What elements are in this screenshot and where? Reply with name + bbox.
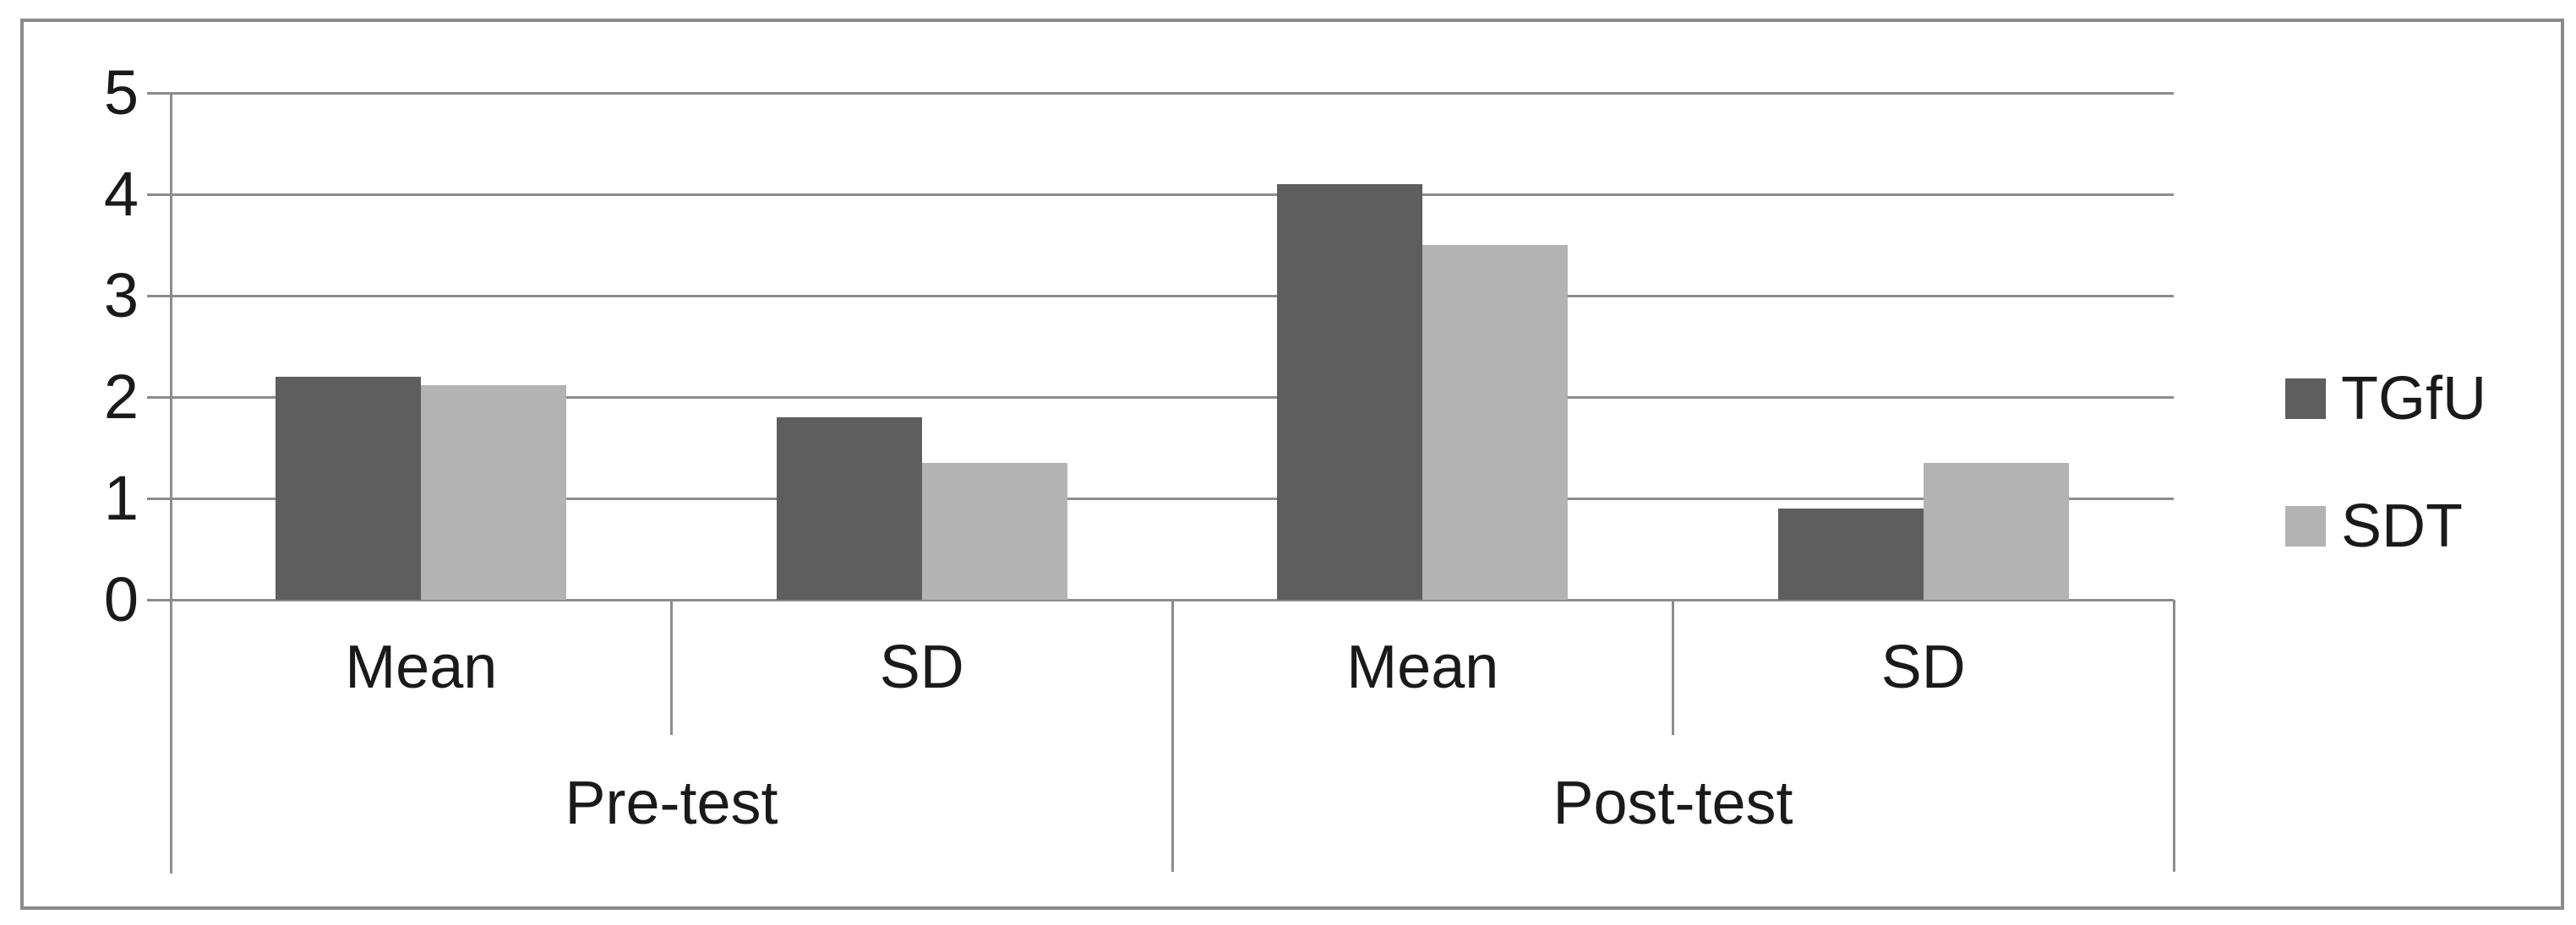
y-tick-label-0: 0 xyxy=(103,564,139,634)
group-label-pre-test: Pre-test xyxy=(565,770,778,837)
category-label-1-sd: SD xyxy=(879,634,964,701)
y-axis-tick-3 xyxy=(147,294,171,297)
category-separator-half-0 xyxy=(670,600,673,735)
category-separator-half-1 xyxy=(1672,600,1674,735)
y-axis-tick-1 xyxy=(147,497,171,500)
gridline-5 xyxy=(171,91,2174,95)
y-axis-tick-0 xyxy=(147,598,171,601)
group-label-post-test: Post-test xyxy=(1553,770,1793,837)
y-axis-tick-2 xyxy=(147,395,171,399)
category-label-2-mean: Mean xyxy=(1346,634,1499,701)
y-axis-tick-5 xyxy=(147,91,171,95)
chart-border xyxy=(20,19,2564,910)
gridline-4 xyxy=(171,193,2174,196)
legend: TGfU SDT xyxy=(2285,363,2486,562)
bar-tgfu-pre-test-sd xyxy=(776,417,922,600)
bar-sdt-post-test-mean xyxy=(1422,245,1568,600)
category-separator-full-0 xyxy=(1171,600,1174,872)
y-tick-label-3: 3 xyxy=(103,260,139,330)
y-axis-line xyxy=(169,91,172,873)
y-tick-label-2: 2 xyxy=(103,362,139,432)
bar-sdt-pre-test-mean xyxy=(421,384,566,600)
legend-swatch-tgfu-icon xyxy=(2285,378,2326,419)
bar-sdt-post-test-sd xyxy=(1923,463,2069,600)
category-separator-full-1 xyxy=(2172,600,2175,872)
y-tick-label-4: 4 xyxy=(103,159,139,229)
category-label-0-mean: Mean xyxy=(345,634,498,701)
gridline-2 xyxy=(171,395,2174,399)
legend-label-tgfu: TGfU xyxy=(2341,365,2486,433)
legend-label-sdt: SDT xyxy=(2341,492,2463,560)
legend-swatch-sdt-icon xyxy=(2285,506,2326,547)
bar-sdt-pre-test-sd xyxy=(921,463,1067,600)
legend-item-sdt: SDT xyxy=(2285,491,2486,562)
bar-tgfu-post-test-mean xyxy=(1277,184,1422,600)
y-axis-tick-4 xyxy=(147,193,171,196)
y-tick-label-1: 1 xyxy=(103,463,139,533)
gridline-3 xyxy=(171,294,2174,297)
y-tick-label-5: 5 xyxy=(103,57,139,128)
legend-item-tgfu: TGfU xyxy=(2285,363,2486,434)
gridline-1 xyxy=(171,497,2174,500)
category-label-3-sd: SD xyxy=(1880,634,1966,701)
bar-tgfu-pre-test-mean xyxy=(276,377,421,600)
bar-tgfu-post-test-sd xyxy=(1777,509,1924,600)
